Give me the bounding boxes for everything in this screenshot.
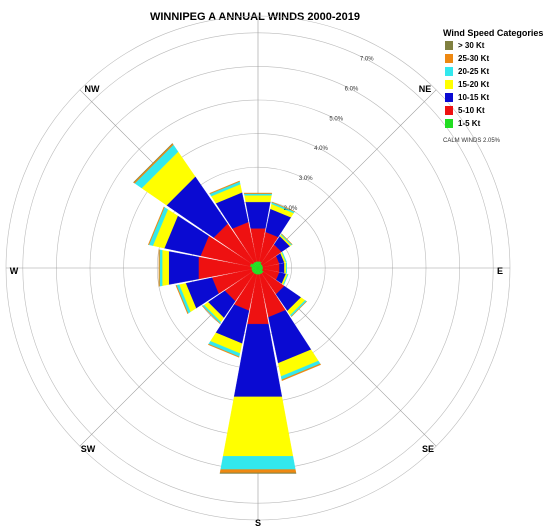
bar-SSE-25-30-Kt [281, 363, 322, 382]
bars-group [133, 143, 322, 474]
bar-NNW-25-30-Kt [209, 180, 240, 195]
bar-SW-25-30-Kt [202, 305, 221, 324]
direction-label-NE: NE [419, 84, 432, 94]
bar-E-10-15-Kt [279, 262, 285, 274]
legend-swatch [445, 92, 453, 102]
bar-W-25-30-Kt [158, 249, 160, 287]
direction-label-SE: SE [422, 444, 434, 454]
legend-item-gt30: > 30 Kt [443, 39, 559, 51]
direction-label-W: W [10, 266, 19, 276]
bar-ENE-20-25-Kt [281, 251, 287, 263]
legend-label: 10-15 Kt [458, 92, 490, 102]
legend-label: 25-30 Kt [458, 53, 490, 63]
legend-label: 20-25 Kt [458, 66, 490, 76]
legend-item-20-25: 20-25 Kt [443, 65, 559, 77]
bar-W-10-15-Kt [168, 251, 199, 285]
legend-item-10-15: 10-15 Kt [443, 91, 559, 103]
legend-swatch [445, 66, 453, 76]
legend-swatch [445, 40, 453, 50]
legend-swatch [445, 53, 453, 63]
direction-label-SW: SW [81, 444, 96, 454]
legend: Wind Speed Categories > 30 Kt 25-30 Kt 2… [443, 28, 559, 144]
direction-label-NW: NW [85, 84, 100, 94]
legend-item-1-5: 1-5 Kt [443, 117, 559, 129]
grid-spoke [257, 89, 437, 269]
bar-NE-25-30-Kt [281, 233, 293, 245]
bar-WSW-25-30-Kt [175, 285, 189, 315]
direction-label-E: E [497, 266, 503, 276]
legend-title: Wind Speed Categories [443, 28, 544, 38]
bar-N-15-20-Kt [244, 195, 272, 203]
bar-SSW-25-30-Kt [207, 343, 240, 358]
bar-W-20-25-Kt [159, 249, 163, 287]
bar-N-25-30-Kt [243, 192, 273, 194]
direction-label-S: S [255, 518, 261, 527]
bar-S-25-30-Kt [219, 469, 297, 474]
legend-swatch [445, 105, 453, 115]
ring-label: 2.0% [284, 206, 298, 212]
bar-SE-25-30-Kt [291, 301, 308, 318]
legend-item-15-20: 15-20 Kt [443, 78, 559, 90]
bar-S-30-Kt [219, 472, 297, 474]
bar-S-15-20-Kt [222, 396, 294, 457]
legend-item-5-10: 5-10 Kt [443, 104, 559, 116]
bar-S-20-25-Kt [220, 456, 296, 470]
legend-item-25-30: 25-30 Kt [443, 52, 559, 64]
ring-label: 3.0% [299, 176, 313, 182]
ring-label: 4.0% [314, 146, 328, 152]
bar-NNE-25-30-Kt [271, 201, 296, 212]
legend-label: 1-5 Kt [458, 118, 481, 128]
chart-title: WINNIPEG A ANNUAL WINDS 2000-2019 [150, 11, 360, 23]
legend-swatch [445, 118, 453, 128]
ring-label: 5.0% [329, 116, 343, 122]
ring-label: 7.0% [360, 56, 374, 62]
bar-NW-30-Kt [133, 143, 173, 183]
bar-N-10-15-Kt [245, 201, 271, 229]
calm-winds-note: CALM WINDS 2.05% [443, 138, 501, 144]
bar-W-15-20-Kt [161, 249, 169, 287]
bar-WNW-25-30-Kt [147, 206, 165, 246]
legend-label: > 30 Kt [458, 40, 485, 50]
legend-label: 5-10 Kt [458, 105, 485, 115]
labels-group: 2.0% 3.0% 4.0% 5.0% 6.0% 7.0% NW NE W E SW SE S [10, 56, 503, 527]
bar-E-15-20-Kt [284, 262, 287, 274]
bar-ESE-20-25-Kt [283, 274, 289, 286]
bar-E-20-25-Kt [285, 262, 287, 274]
legend-label: 15-20 Kt [458, 79, 490, 89]
ring-label: 6.0% [345, 86, 359, 92]
legend-swatch [445, 79, 453, 89]
bar-N-20-25-Kt [243, 193, 273, 196]
